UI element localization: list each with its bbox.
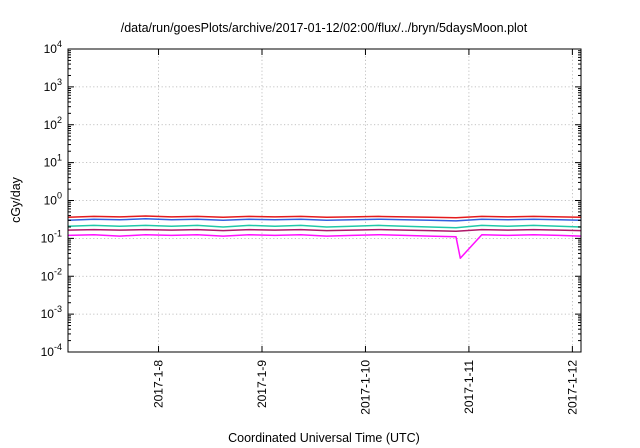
series-group	[67, 215, 582, 259]
y-tick-label: 10-1	[41, 228, 62, 245]
series-line-5	[67, 233, 582, 259]
grid	[68, 49, 581, 352]
y-axis-title: cGy/day	[9, 176, 23, 223]
y-tick-label: 104	[44, 39, 62, 56]
x-axis-title: Coordinated Universal Time (UTC)	[228, 431, 420, 445]
y-tick-label: 10-3	[41, 304, 62, 321]
series-line-1	[67, 215, 582, 219]
y-tick-labels: 10-4 10-3 10-2 10-1 100 101 102 103 104	[41, 39, 62, 359]
x-tick-label: 2017-1-12	[565, 360, 579, 415]
y-tick-label: 102	[44, 115, 62, 132]
series-line-2	[67, 217, 582, 222]
axis-ticks	[68, 48, 581, 353]
x-tick-label: 2017-1-11	[462, 360, 476, 414]
y-tick-label: 103	[44, 77, 62, 94]
x-tick-label: 2017-1-9	[255, 360, 269, 408]
y-tick-label: 101	[44, 153, 62, 170]
y-tick-label: 10-2	[41, 266, 62, 283]
chart-title: /data/run/goesPlots/archive/2017-01-12/0…	[121, 21, 528, 35]
y-tick-label: 100	[44, 191, 62, 208]
x-tick-label: 2017-1-8	[152, 360, 166, 408]
y-tick-label: 10-4	[41, 342, 62, 359]
x-tick-label: 2017-1-10	[358, 360, 372, 415]
x-tick-labels: 2017-1-8 2017-1-9 2017-1-10 2017-1-11 2017-1…	[152, 360, 580, 415]
series-line-3	[67, 224, 582, 229]
series-line-4	[67, 228, 582, 232]
